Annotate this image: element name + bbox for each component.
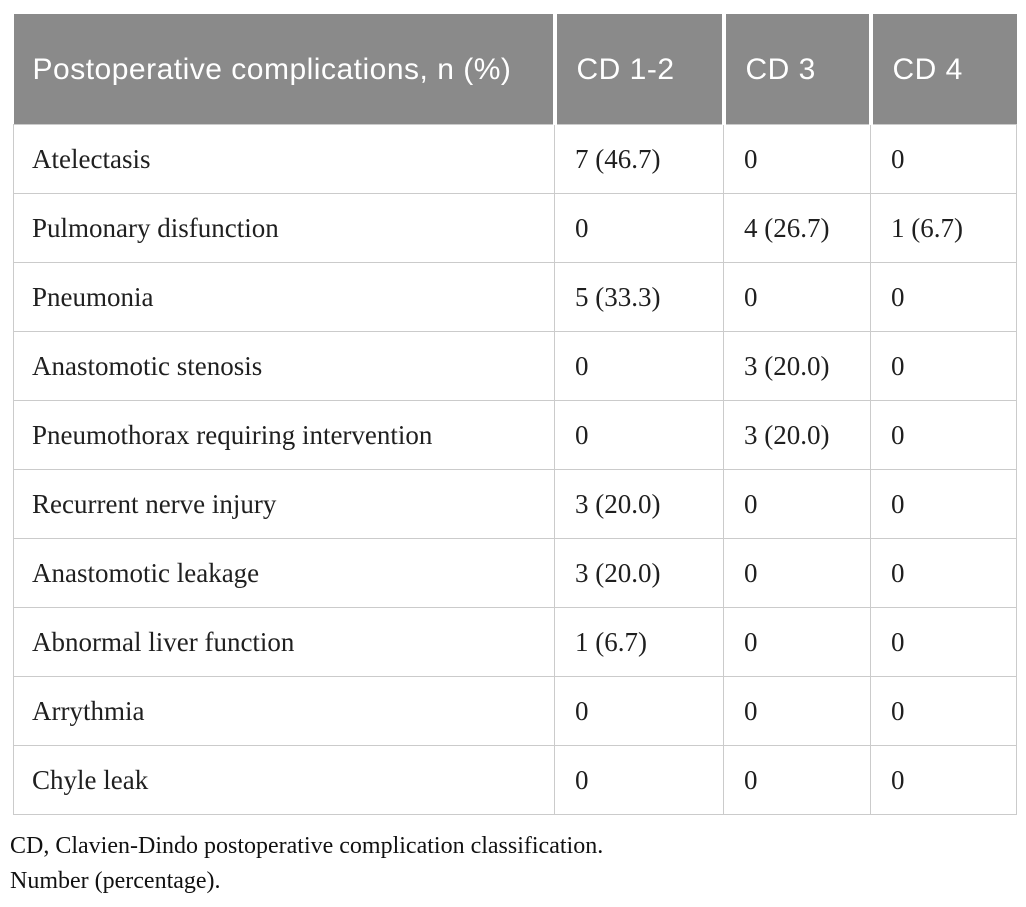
complications-table: Postoperative complications, n (%) CD 1-… [13, 14, 1017, 815]
header-cell-cd-1-2: CD 1-2 [552, 14, 724, 125]
cd-1-2-value-cell: 0 [554, 676, 724, 746]
table-row: Pulmonary disfunction 0 4 (26.7) 1 (6.7) [13, 193, 1017, 263]
complication-label-cell: Pulmonary disfunction [13, 193, 555, 263]
cd-4-value-cell: 0 [870, 538, 1017, 608]
cd-4-value-cell: 0 [870, 469, 1017, 539]
cd-3-value-cell: 0 [723, 262, 871, 332]
cd-1-2-value-cell: 0 [554, 331, 724, 401]
complication-label-cell: Arrythmia [13, 676, 555, 746]
cd-4-value-cell: 0 [870, 400, 1017, 470]
table-body: Atelectasis 7 (46.7) 0 0 Pulmonary disfu… [13, 124, 1017, 815]
cd-3-value-cell: 3 (20.0) [723, 331, 871, 401]
cd-3-value-cell: 0 [723, 745, 871, 815]
cd-3-value-cell: 4 (26.7) [723, 193, 871, 263]
footnote-cd-definition: CD, Clavien-Dindo postoperative complica… [10, 833, 604, 859]
table-row: Anastomotic leakage 3 (20.0) 0 0 [13, 538, 1017, 608]
cd-4-value-cell: 0 [870, 124, 1017, 194]
table-row: Pneumonia 5 (33.3) 0 0 [13, 262, 1017, 332]
cd-1-2-value-cell: 3 (20.0) [554, 538, 724, 608]
cd-1-2-value-cell: 0 [554, 745, 724, 815]
table-row: Anastomotic stenosis 0 3 (20.0) 0 [13, 331, 1017, 401]
cd-1-2-value-cell: 0 [554, 193, 724, 263]
cd-4-value-cell: 1 (6.7) [870, 193, 1017, 263]
complication-label-cell: Recurrent nerve injury [13, 469, 555, 539]
cd-1-2-value-cell: 5 (33.3) [554, 262, 724, 332]
cd-1-2-value-cell: 0 [554, 400, 724, 470]
cd-4-value-cell: 0 [870, 745, 1017, 815]
cd-3-value-cell: 0 [723, 469, 871, 539]
table-row: Abnormal liver function 1 (6.7) 0 0 [13, 607, 1017, 677]
cd-3-value-cell: 0 [723, 538, 871, 608]
complication-label-cell: Atelectasis [13, 124, 555, 194]
header-cell-cd-3: CD 3 [721, 14, 871, 125]
cd-1-2-value-cell: 3 (20.0) [554, 469, 724, 539]
table-header: Postoperative complications, n (%) CD 1-… [13, 14, 1017, 125]
complication-label-cell: Pneumonia [13, 262, 555, 332]
header-cell-cd-4: CD 4 [868, 14, 1017, 125]
complication-label-cell: Anastomotic stenosis [13, 331, 555, 401]
table-row: Pneumothorax requiring intervention 0 3 … [13, 400, 1017, 470]
table-row: Chyle leak 0 0 0 [13, 745, 1017, 815]
cd-4-value-cell: 0 [870, 607, 1017, 677]
cd-3-value-cell: 0 [723, 607, 871, 677]
table-row: Atelectasis 7 (46.7) 0 0 [13, 124, 1017, 194]
header-row: Postoperative complications, n (%) CD 1-… [13, 14, 1017, 125]
complication-label-cell: Anastomotic leakage [13, 538, 555, 608]
cd-4-value-cell: 0 [870, 331, 1017, 401]
footnote-number-percentage: Number (percentage). [10, 868, 221, 894]
cd-1-2-value-cell: 7 (46.7) [554, 124, 724, 194]
complication-label-cell: Abnormal liver function [13, 607, 555, 677]
table-row: Arrythmia 0 0 0 [13, 676, 1017, 746]
cd-3-value-cell: 3 (20.0) [723, 400, 871, 470]
cd-4-value-cell: 0 [870, 676, 1017, 746]
cd-3-value-cell: 0 [723, 676, 871, 746]
complication-label-cell: Pneumothorax requiring intervention [13, 400, 555, 470]
complication-label-cell: Chyle leak [13, 745, 555, 815]
cd-1-2-value-cell: 1 (6.7) [554, 607, 724, 677]
cd-3-value-cell: 0 [723, 124, 871, 194]
header-cell-complications: Postoperative complications, n (%) [13, 14, 555, 125]
table-row: Recurrent nerve injury 3 (20.0) 0 0 [13, 469, 1017, 539]
table-footnotes: CD, Clavien-Dindo postoperative complica… [10, 829, 1016, 899]
cd-4-value-cell: 0 [870, 262, 1017, 332]
